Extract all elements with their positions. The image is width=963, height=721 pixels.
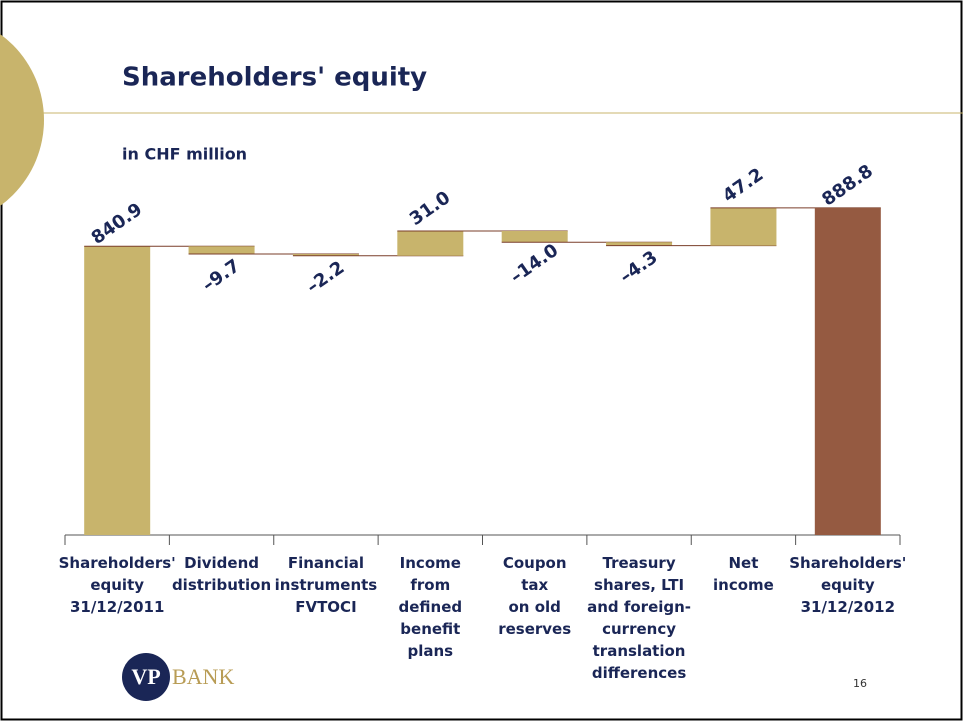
bar [84,246,151,535]
logo-mark: VP [131,664,160,689]
data-label: –4.3 [616,247,662,288]
bar [814,207,881,535]
bar [397,231,464,256]
data-label: 840.9 [88,199,147,249]
bar [292,254,359,256]
logo-text: BANK [172,664,234,689]
bar [710,207,777,246]
subtitle: in CHF million [122,145,247,164]
x-tick-label: Financial instruments FVTOCI [274,554,378,616]
bar [606,242,673,246]
logo-circle [122,653,170,701]
data-label: 888.8 [818,161,877,211]
x-tick-label: Net income [713,554,774,594]
x-tick-label: Shareholders' equity 31/12/2012 [789,554,907,616]
chart-title: Shareholders' equity [122,63,427,93]
x-tick-label: Dividend distribution [171,554,272,594]
x-tick-label: Income from defined benefit plans [398,554,463,660]
data-label: –2.2 [303,257,349,298]
x-tick-label: Coupon tax on old reserves [498,554,572,638]
decor-circle [0,34,44,206]
x-tick-label: Treasury shares, LTI and foreign- curren… [587,554,692,682]
data-label: –14.0 [506,240,562,288]
page-number: 16 [853,677,867,690]
data-label: 47.2 [719,164,767,207]
x-tick-label: Shareholders' equity 31/12/2011 [58,554,176,616]
data-label: –9.7 [199,255,245,296]
data-label: 31.0 [406,187,454,230]
bar [188,246,255,255]
bar [501,231,568,243]
